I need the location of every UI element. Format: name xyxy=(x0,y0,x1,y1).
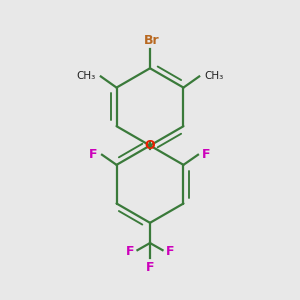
Text: F: F xyxy=(125,245,134,258)
Text: F: F xyxy=(202,148,211,161)
Text: O: O xyxy=(145,139,155,152)
Text: CH₃: CH₃ xyxy=(76,71,96,81)
Text: F: F xyxy=(166,245,175,258)
Text: F: F xyxy=(146,262,154,275)
Text: CH₃: CH₃ xyxy=(204,71,224,81)
Text: F: F xyxy=(89,148,98,161)
Text: Br: Br xyxy=(144,34,159,46)
